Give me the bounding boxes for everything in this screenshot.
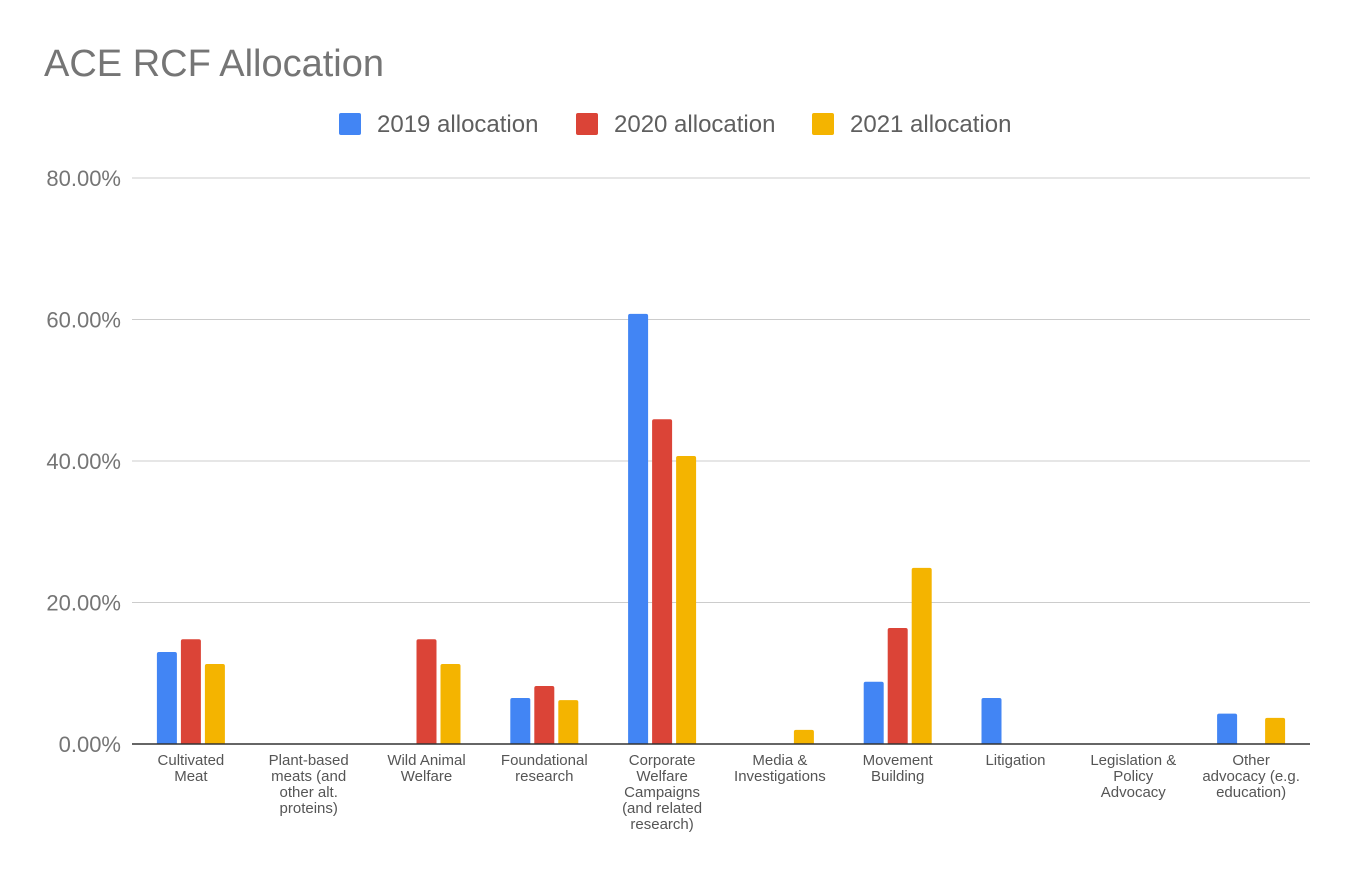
legend-label: 2019 allocation [377,111,538,138]
bar [416,639,437,744]
bar [534,685,555,744]
bar [887,627,908,744]
bar [1265,717,1286,744]
y-axis-tick-labels: 0.00% 20.00% 40.00% 60.00% 80.00% [46,166,121,757]
gridlines [132,177,1310,603]
x-tick-label: Other advocacy (e.g. education) [1202,752,1300,801]
chart-title: ACE RCF Allocation [44,43,384,85]
bar [676,456,697,744]
y-tick-label: 60.00% [46,308,121,333]
x-tick-label: Plant-based meats (and other alt. proteins) [269,752,349,817]
bar [981,698,1002,744]
bar [180,639,201,744]
x-tick-label: Cultivated Meat [158,752,225,785]
x-tick-label: Media & Investigations [734,752,826,785]
x-axis-tick-labels: Cultivated Meat Plant-based meats (and other… [158,752,1300,833]
bar [204,664,225,744]
bar [652,419,673,744]
bar [863,681,884,744]
y-tick-label: 0.00% [59,732,121,757]
legend-label: 2021 allocation [850,111,1011,138]
legend-swatch [339,113,361,135]
bar [793,729,814,744]
x-tick-label: Corporate Welfare Campaigns (and related res… [622,752,702,833]
bar [628,313,649,744]
bars [156,313,1286,744]
bar [1217,713,1238,744]
legend: 2019 allocation 2020 allocation 2021 alloc… [339,111,1011,138]
bar [510,698,531,744]
bar [440,664,461,744]
bar [911,567,932,744]
x-tick-label: Wild Animal Welfare [387,752,465,785]
legend-swatch [812,113,834,135]
legend-swatch [576,113,598,135]
y-tick-label: 40.00% [46,449,121,474]
x-tick-label: Legislation & Policy Advocacy [1090,752,1176,801]
bar [558,700,579,744]
x-tick-label: Movement Building [863,752,934,785]
y-tick-label: 20.00% [46,591,121,616]
bar [156,652,177,744]
x-tick-label: Litigation [985,752,1045,769]
y-tick-label: 80.00% [46,166,121,191]
x-tick-label: Foundational research [501,752,588,785]
legend-label: 2020 allocation [614,111,775,138]
